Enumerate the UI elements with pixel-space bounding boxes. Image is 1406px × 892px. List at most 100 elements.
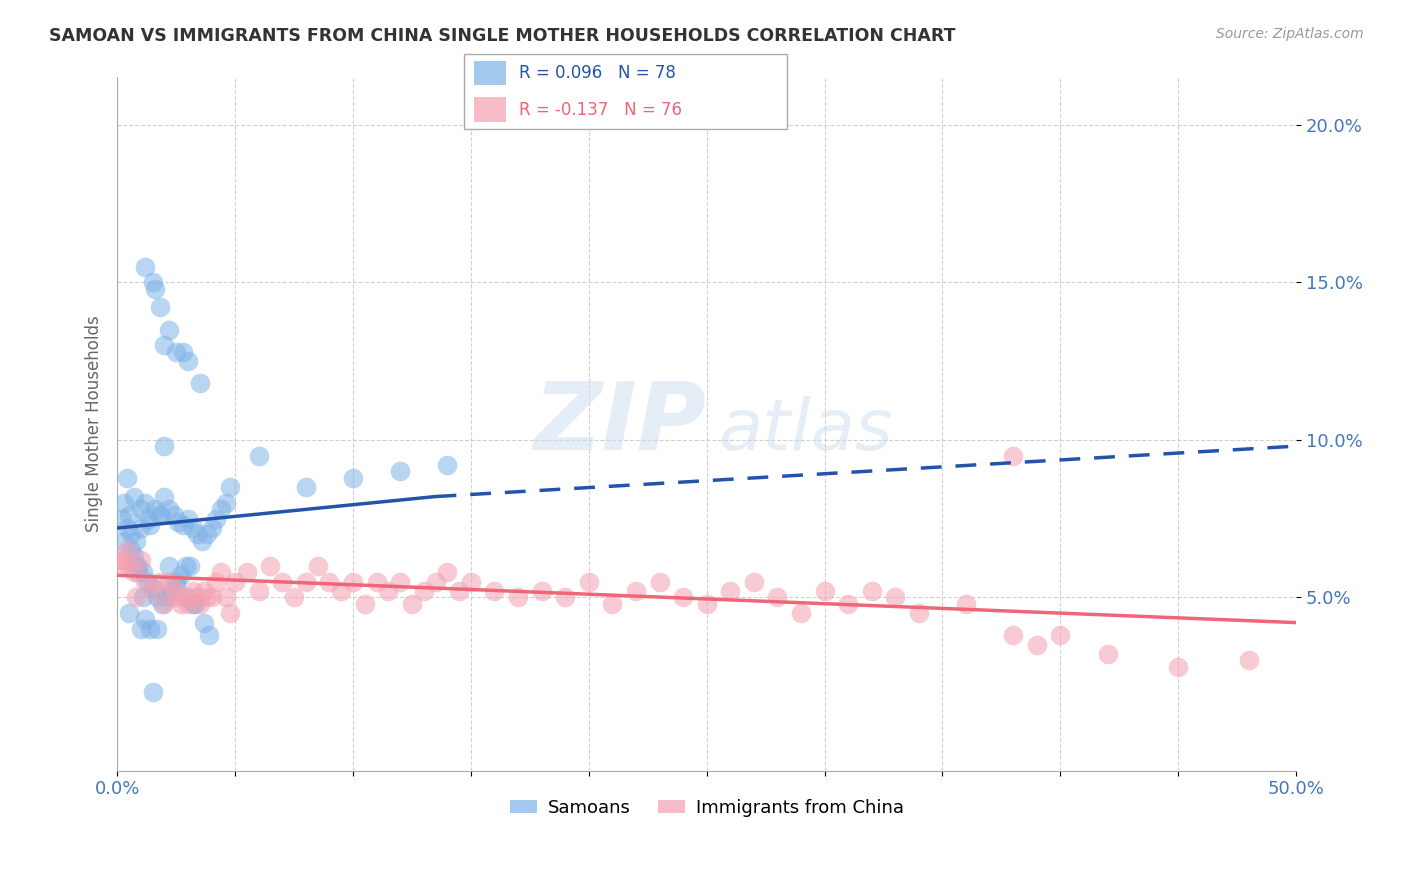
Point (436, 565, 458, 579)
Point (648, 574, 671, 589)
Point (139, 517, 162, 532)
Point (1097, 647, 1119, 661)
Point (120, 543, 142, 558)
Point (554, 591, 576, 605)
Point (153, 597, 176, 611)
Point (672, 591, 695, 605)
Point (742, 574, 765, 589)
Point (506, 591, 529, 605)
Point (181, 584, 204, 599)
Point (200, 591, 222, 605)
Point (247, 584, 270, 599)
Point (219, 606, 242, 620)
Point (484, 584, 506, 599)
Point (884, 591, 907, 605)
Point (129, 502, 152, 516)
Point (342, 470, 364, 484)
Point (129, 622, 152, 636)
Text: SAMOAN VS IMMIGRANTS FROM CHINA SINGLE MOTHER HOUSEHOLDS CORRELATION CHART: SAMOAN VS IMMIGRANTS FROM CHINA SINGLE M… (49, 27, 956, 45)
Point (112, 496, 135, 510)
Point (224, 574, 246, 589)
Point (146, 622, 169, 636)
Point (142, 685, 165, 699)
Point (132, 591, 155, 605)
Point (157, 322, 180, 336)
Point (125, 591, 148, 605)
Point (718, 584, 741, 599)
Point (214, 591, 236, 605)
Point (307, 558, 329, 573)
Point (108, 552, 131, 566)
Point (247, 449, 270, 463)
Point (181, 597, 204, 611)
Point (353, 597, 375, 611)
Point (186, 527, 208, 541)
Point (132, 565, 155, 579)
Bar (474, 97, 506, 122)
Point (790, 606, 813, 620)
Point (165, 584, 187, 599)
Point (195, 527, 218, 541)
Point (153, 490, 176, 504)
Point (209, 502, 232, 516)
Point (295, 574, 318, 589)
Point (219, 480, 242, 494)
Point (342, 574, 364, 589)
Point (136, 574, 159, 589)
Point (837, 597, 859, 611)
Point (143, 502, 166, 516)
Point (153, 439, 176, 453)
Point (1002, 628, 1025, 642)
Point (127, 565, 149, 579)
Point (295, 480, 318, 494)
Point (157, 574, 180, 589)
Point (118, 606, 141, 620)
Point (142, 584, 165, 599)
Point (766, 591, 789, 605)
Point (318, 574, 340, 589)
Point (112, 552, 135, 566)
Point (139, 622, 162, 636)
Point (366, 574, 388, 589)
Point (198, 628, 221, 642)
Point (283, 591, 305, 605)
Point (436, 458, 458, 472)
Point (401, 597, 423, 611)
Point (389, 464, 412, 478)
Point (184, 597, 207, 611)
Point (156, 591, 179, 605)
Point (127, 558, 149, 573)
Point (460, 574, 482, 589)
Point (236, 565, 259, 579)
Point (696, 597, 718, 611)
Point (149, 301, 172, 315)
Point (118, 558, 141, 573)
Point (172, 344, 194, 359)
Point (271, 574, 294, 589)
Point (172, 591, 194, 605)
Point (146, 591, 169, 605)
Point (150, 597, 173, 611)
Point (179, 558, 201, 573)
Point (118, 508, 141, 523)
Point (200, 521, 222, 535)
Point (125, 558, 148, 573)
Point (165, 344, 187, 359)
Text: atlas: atlas (718, 397, 893, 466)
Point (165, 574, 187, 589)
Text: R = -0.137   N = 76: R = -0.137 N = 76 (519, 101, 682, 119)
Point (193, 584, 215, 599)
Point (205, 574, 228, 589)
Point (188, 376, 211, 390)
Point (389, 574, 412, 589)
Point (177, 591, 200, 605)
Point (136, 511, 159, 525)
Point (578, 574, 600, 589)
Point (181, 521, 204, 535)
Point (115, 543, 138, 558)
Point (193, 615, 215, 630)
Point (115, 521, 138, 535)
Point (122, 490, 145, 504)
Point (1237, 653, 1260, 667)
Point (1002, 449, 1025, 463)
